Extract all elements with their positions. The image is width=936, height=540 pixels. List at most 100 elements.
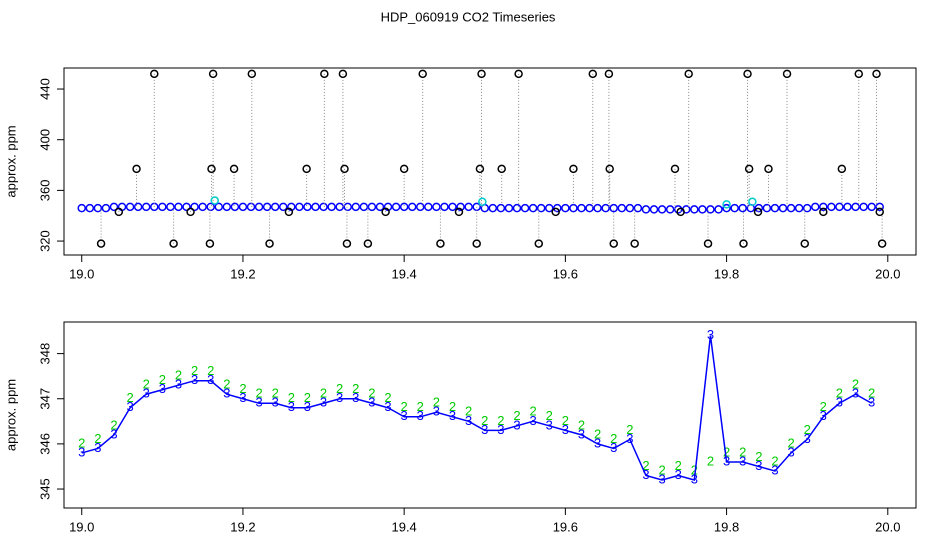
point-glyph: 2: [207, 363, 214, 378]
point-glyph: 2: [336, 381, 343, 396]
point-glyph: 2: [449, 399, 456, 414]
point-glyph: 3: [417, 408, 424, 423]
point: [109, 202, 119, 212]
point-glyph: 2: [513, 408, 520, 423]
point-glyph: 3: [675, 467, 682, 482]
point: [93, 203, 103, 213]
point-glyph: 3: [78, 444, 85, 459]
point-glyph: 2: [481, 413, 488, 428]
point: [284, 207, 294, 217]
point: [186, 207, 195, 217]
point: [706, 205, 715, 214]
point: [472, 239, 481, 248]
point-glyph: 2: [804, 422, 811, 437]
point: [762, 203, 772, 213]
x-tick-label: 19.2: [230, 519, 255, 534]
point: [770, 203, 780, 213]
point: [722, 203, 731, 213]
point: [205, 239, 215, 248]
point: [877, 239, 887, 248]
point: [504, 203, 514, 213]
point: [132, 164, 141, 174]
point: [169, 239, 178, 248]
point-glyph: 2: [771, 453, 778, 468]
point-glyph: 3: [852, 386, 859, 401]
point: [424, 202, 433, 212]
point: [238, 202, 248, 212]
point-glyph: 3: [691, 471, 698, 486]
point-glyph: 3: [723, 453, 730, 468]
x-tick-label: 19.6: [553, 519, 578, 534]
point-glyph: 2: [417, 399, 424, 414]
point: [569, 203, 578, 213]
point-glyph: 2: [320, 386, 327, 401]
point: [698, 205, 707, 214]
point-glyph: 2: [852, 377, 859, 392]
point: [399, 202, 409, 212]
point: [141, 202, 151, 212]
x-tick-label: 19.4: [391, 266, 416, 281]
point: [617, 203, 627, 213]
point: [320, 69, 329, 79]
point: [730, 203, 739, 213]
point-glyph: 2: [304, 390, 311, 405]
point: [625, 203, 635, 213]
point: [794, 203, 804, 213]
point-glyph: 3: [110, 426, 117, 441]
point-glyph: 3: [497, 422, 504, 437]
point: [810, 202, 820, 212]
point: [601, 203, 610, 213]
y-tick-label: 348: [37, 343, 52, 365]
y-tick-label: 400: [37, 129, 52, 151]
y-tick-label: 346: [37, 433, 52, 455]
point: [778, 203, 788, 213]
point: [440, 202, 449, 212]
point-glyph: 3: [610, 440, 617, 455]
point: [569, 164, 578, 174]
point-glyph: 2: [272, 386, 279, 401]
point: [722, 200, 731, 209]
point-glyph: 2: [126, 390, 133, 405]
point: [609, 203, 618, 213]
y-axis-label: approx. ppm: [3, 125, 18, 197]
point-glyph: 2: [626, 422, 633, 437]
point: [843, 202, 852, 212]
point: [690, 205, 699, 214]
point-glyph: 3: [143, 386, 150, 401]
point-glyph: 3: [255, 395, 262, 410]
point: [875, 207, 884, 217]
point: [230, 202, 240, 212]
point: [665, 205, 675, 214]
point-glyph: 2: [94, 431, 101, 446]
point-glyph: 2: [755, 449, 762, 464]
point-glyph: 2: [530, 404, 537, 419]
point: [311, 202, 320, 212]
point: [101, 203, 111, 213]
point-glyph: 3: [755, 458, 762, 473]
point: [214, 202, 224, 212]
point: [351, 202, 361, 212]
point: [544, 203, 554, 213]
point-glyph: 3: [384, 399, 391, 414]
point-glyph: 3: [352, 390, 359, 405]
point: [432, 202, 441, 212]
point-glyph: 3: [159, 381, 166, 396]
x-tick-label: 19.4: [391, 519, 416, 534]
point: [800, 239, 810, 248]
point: [633, 203, 643, 213]
point-glyph: 3: [320, 395, 327, 410]
point-glyph: 3: [578, 426, 585, 441]
point: [85, 203, 95, 213]
point-glyph: 3: [94, 440, 101, 455]
point-glyph: 2: [578, 417, 585, 432]
point: [407, 202, 417, 212]
point: [488, 203, 498, 213]
x-tick-label: 19.0: [69, 266, 94, 281]
point-glyph: 2: [223, 377, 230, 392]
point-glyph: 3: [239, 390, 246, 405]
point-glyph: 3: [272, 395, 279, 410]
point-glyph: 3: [513, 417, 520, 432]
point-glyph: 2: [562, 413, 569, 428]
point: [514, 69, 523, 79]
plot-area: [77, 69, 887, 248]
